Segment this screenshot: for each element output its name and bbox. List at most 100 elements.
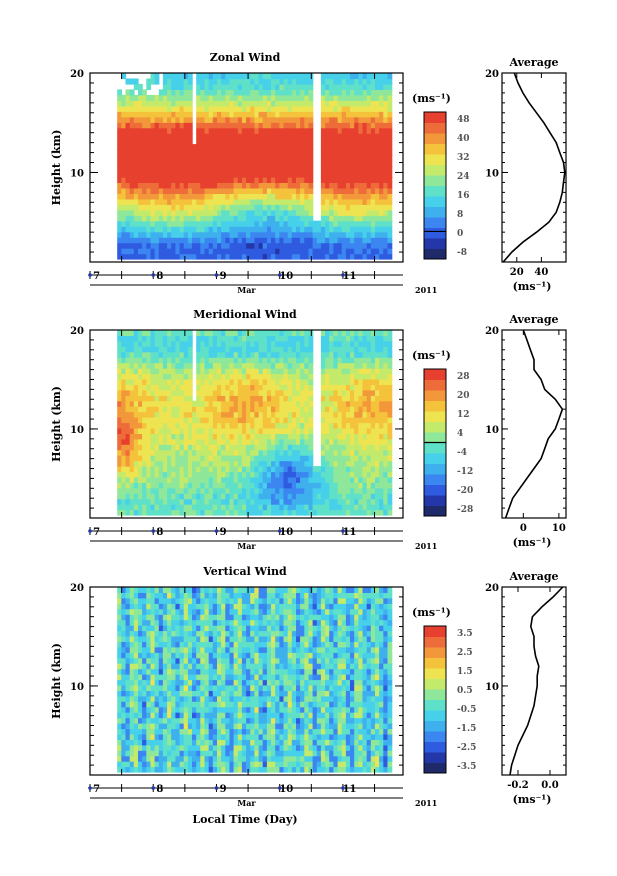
heatmap-cell — [154, 94, 160, 101]
heatmap-cell — [246, 422, 251, 429]
heatmap-cell — [138, 122, 143, 129]
heatmap-cell — [158, 122, 164, 129]
heatmap-cell — [258, 493, 264, 500]
heatmap-cell — [154, 389, 160, 396]
colorbar-unit: (ms⁻¹) — [412, 92, 451, 105]
heatmap-cell — [271, 155, 276, 162]
heatmap-cell — [250, 509, 255, 516]
heatmap-cell — [341, 357, 347, 364]
heatmap-cell — [271, 231, 276, 238]
heatmap-cell — [333, 476, 339, 483]
heatmap-cell — [121, 400, 127, 407]
colorbar-swatch — [424, 369, 446, 380]
heatmap-cell — [204, 471, 210, 478]
heatmap-cell — [246, 182, 251, 189]
heatmap-cell — [142, 449, 147, 456]
heatmap-cell — [354, 493, 359, 500]
heatmap-cell — [337, 417, 343, 424]
heatmap-cell — [117, 744, 122, 751]
heatmap-cell — [370, 406, 376, 413]
heatmap-cell — [296, 138, 301, 145]
heatmap-cell — [171, 340, 176, 347]
heatmap-cell — [275, 122, 280, 129]
heatmap-cell — [246, 487, 251, 494]
heatmap-cell — [300, 78, 305, 85]
heatmap-cell — [162, 438, 168, 445]
heatmap-cell — [358, 89, 364, 96]
heatmap-cell — [154, 209, 160, 216]
heatmap-cell — [375, 242, 380, 249]
heatmap-cell — [300, 330, 305, 336]
heatmap-cell — [266, 105, 272, 112]
heatmap-cell — [241, 471, 247, 478]
heatmap-cell — [241, 171, 247, 178]
heatmap-cell — [287, 389, 293, 396]
heatmap-cell — [175, 379, 181, 385]
heatmap-cell — [296, 105, 301, 112]
heatmap-cell — [129, 166, 135, 173]
heatmap-cell — [379, 166, 384, 173]
heatmap-cell — [350, 487, 355, 494]
heatmap-cell — [375, 379, 380, 385]
heatmap-cell — [337, 226, 343, 233]
y-axis-label: Height (km) — [50, 130, 63, 206]
heatmap-cell — [291, 226, 297, 233]
heatmap-cell — [146, 406, 152, 413]
heatmap-cell — [296, 362, 301, 369]
heatmap-cell — [287, 379, 293, 385]
heatmap-cell — [138, 630, 143, 637]
heatmap-cell — [146, 728, 152, 735]
heatmap-cell — [217, 127, 222, 134]
heatmap-cell — [138, 728, 143, 735]
heatmap-cell — [266, 476, 272, 483]
heatmap-cell — [337, 242, 343, 249]
heatmap-cell — [337, 100, 343, 107]
heatmap-cell — [308, 122, 314, 129]
heatmap-cell — [150, 346, 156, 353]
heatmap-cell — [225, 362, 231, 369]
heatmap-cell — [246, 395, 251, 402]
heatmap-cell — [350, 253, 355, 260]
heatmap-cell — [146, 641, 152, 648]
heatmap-cell — [138, 379, 143, 385]
heatmap-cell — [142, 400, 147, 407]
heatmap-cell — [333, 379, 339, 385]
heatmap-cell — [150, 155, 156, 162]
heatmap-cell — [375, 133, 380, 140]
heatmap-cell — [129, 105, 135, 112]
heatmap-cell — [354, 231, 359, 238]
heatmap-cell — [291, 493, 297, 500]
heatmap-cell — [154, 335, 160, 342]
heatmap-cell — [350, 471, 355, 478]
heatmap-cell — [175, 89, 181, 96]
heatmap-cell — [287, 384, 293, 391]
heatmap-cell — [329, 335, 334, 342]
heatmap-cell — [358, 460, 364, 467]
heatmap-cell — [150, 755, 156, 762]
heatmap-cell — [142, 144, 147, 151]
profile-title: Average — [508, 56, 558, 69]
heatmap-cell — [287, 340, 293, 347]
heatmap-cell — [258, 373, 264, 380]
heatmap-cell — [262, 89, 268, 96]
heatmap-cell — [287, 83, 293, 90]
heatmap-cell — [208, 220, 214, 227]
heatmap-cell — [233, 466, 239, 473]
heatmap-cell — [187, 220, 193, 227]
heatmap-cell — [362, 105, 368, 112]
heatmap-cell — [187, 73, 193, 80]
heatmap-cell — [345, 242, 351, 249]
heatmap-cell — [383, 340, 389, 347]
heatmap-cell — [304, 100, 310, 107]
heatmap-cell — [138, 744, 143, 751]
heatmap-cell — [167, 362, 172, 369]
heatmap-cell — [379, 379, 384, 385]
heatmap-cell — [283, 231, 289, 238]
heatmap-cell — [117, 619, 122, 626]
heatmap-cell — [300, 428, 305, 434]
heatmap-cell — [158, 460, 164, 467]
heatmap-cell — [354, 111, 359, 118]
y-axis-label: Height (km) — [50, 386, 63, 462]
